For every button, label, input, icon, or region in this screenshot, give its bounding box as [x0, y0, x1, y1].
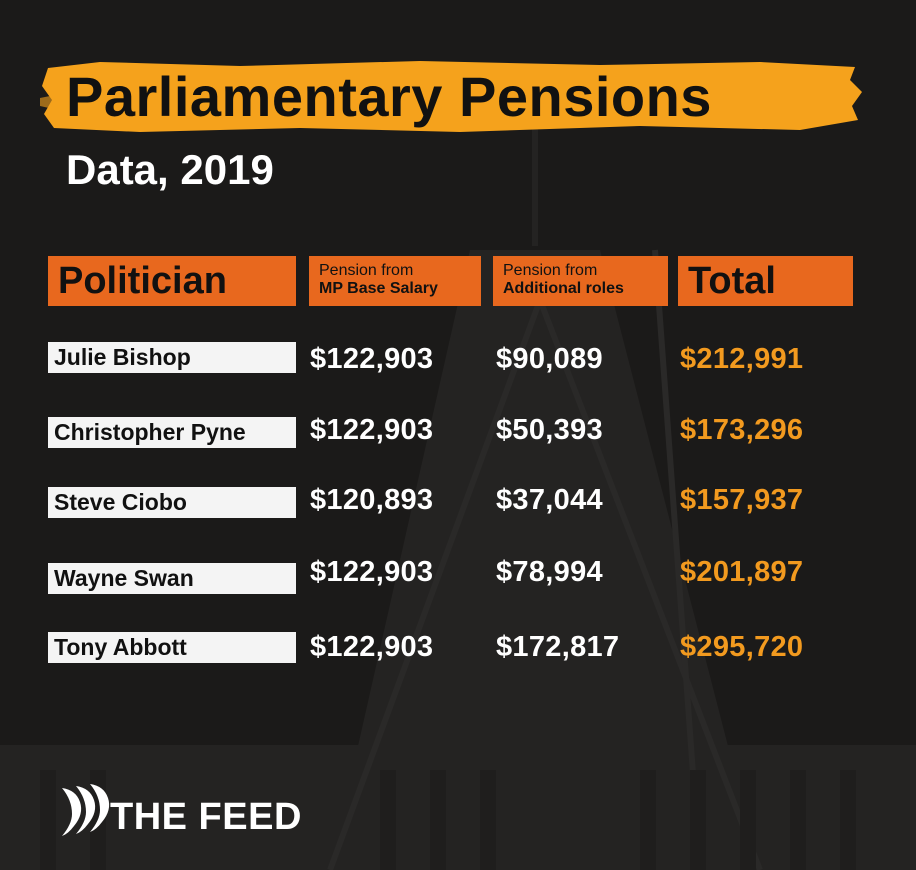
additional-pension-value: $78,994: [496, 556, 603, 588]
header-additional-pension: Pension from Additional roles: [493, 256, 668, 306]
header-base-line2: MP Base Salary: [319, 280, 438, 297]
header-additional-line2: Additional roles: [503, 280, 624, 297]
header-politician: Politician: [48, 256, 296, 306]
base-pension-value: $122,903: [310, 343, 434, 375]
total-pension-value: $157,937: [680, 484, 804, 516]
header-total: Total: [678, 256, 853, 306]
total-pension-value: $212,991: [680, 343, 804, 375]
header-base-pension: Pension from MP Base Salary: [309, 256, 481, 306]
sbs-logo-icon: [62, 784, 110, 836]
base-pension-value: $122,903: [310, 631, 434, 663]
politician-name: Christopher Pyne: [48, 417, 296, 448]
header-base-line1: Pension from: [319, 262, 414, 279]
page-subtitle: Data, 2019: [66, 146, 274, 193]
total-pension-value: $295,720: [680, 631, 804, 663]
brand-name: THE FEED: [110, 796, 302, 838]
additional-pension-value: $50,393: [496, 414, 603, 446]
base-pension-value: $120,893: [310, 484, 434, 516]
additional-pension-value: $172,817: [496, 631, 620, 663]
additional-pension-value: $37,044: [496, 484, 603, 516]
total-pension-value: $201,897: [680, 556, 804, 588]
base-pension-value: $122,903: [310, 414, 434, 446]
header-additional-line1: Pension from: [503, 262, 598, 279]
brush-highlight: [40, 61, 862, 132]
politician-name: Julie Bishop: [48, 342, 296, 373]
additional-pension-value: $90,089: [496, 343, 603, 375]
total-pension-value: $173,296: [680, 414, 804, 446]
politician-name: Tony Abbott: [48, 632, 296, 663]
title-banner: Parliamentary Pensions: [40, 58, 862, 136]
page-title: Parliamentary Pensions: [66, 65, 712, 128]
politician-name: Wayne Swan: [48, 563, 296, 594]
politician-name: Steve Ciobo: [48, 487, 296, 518]
base-pension-value: $122,903: [310, 556, 434, 588]
